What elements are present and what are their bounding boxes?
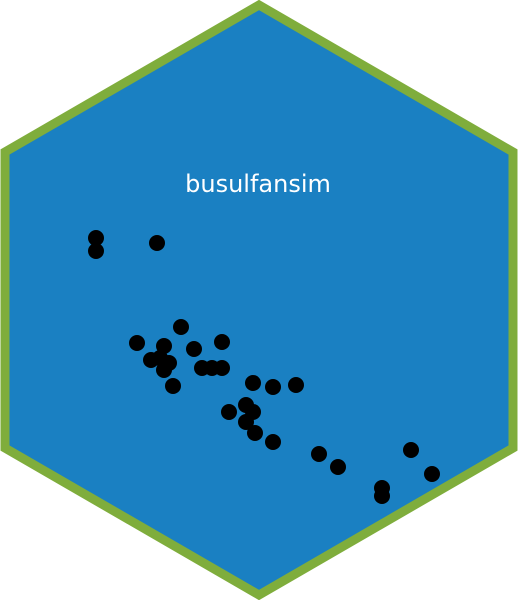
scatter-dot	[265, 434, 281, 450]
scatter-dot	[247, 425, 263, 441]
scatter-dot	[156, 362, 172, 378]
scatter-dot	[149, 235, 165, 251]
scatter-dot	[265, 379, 281, 395]
scatter-dot	[173, 319, 189, 335]
scatter-dot	[288, 377, 304, 393]
scatter-dot	[165, 378, 181, 394]
scatter-dots	[88, 230, 440, 504]
scatter-dot	[88, 230, 104, 246]
scatter-dot	[186, 341, 202, 357]
scatter-dot	[245, 375, 261, 391]
scatter-dot	[311, 446, 327, 462]
scatter-dot	[214, 360, 230, 376]
scatter-dot	[424, 466, 440, 482]
scatter-dot	[88, 243, 104, 259]
scatter-dot	[221, 404, 237, 420]
scatter-dot	[129, 335, 145, 351]
scatter-dot	[214, 334, 230, 350]
scatter-dot	[330, 459, 346, 475]
scatter-dot	[403, 442, 419, 458]
logo-title: busulfansim	[185, 170, 331, 198]
scatter-dot	[238, 414, 254, 430]
scatter-dot	[374, 488, 390, 504]
